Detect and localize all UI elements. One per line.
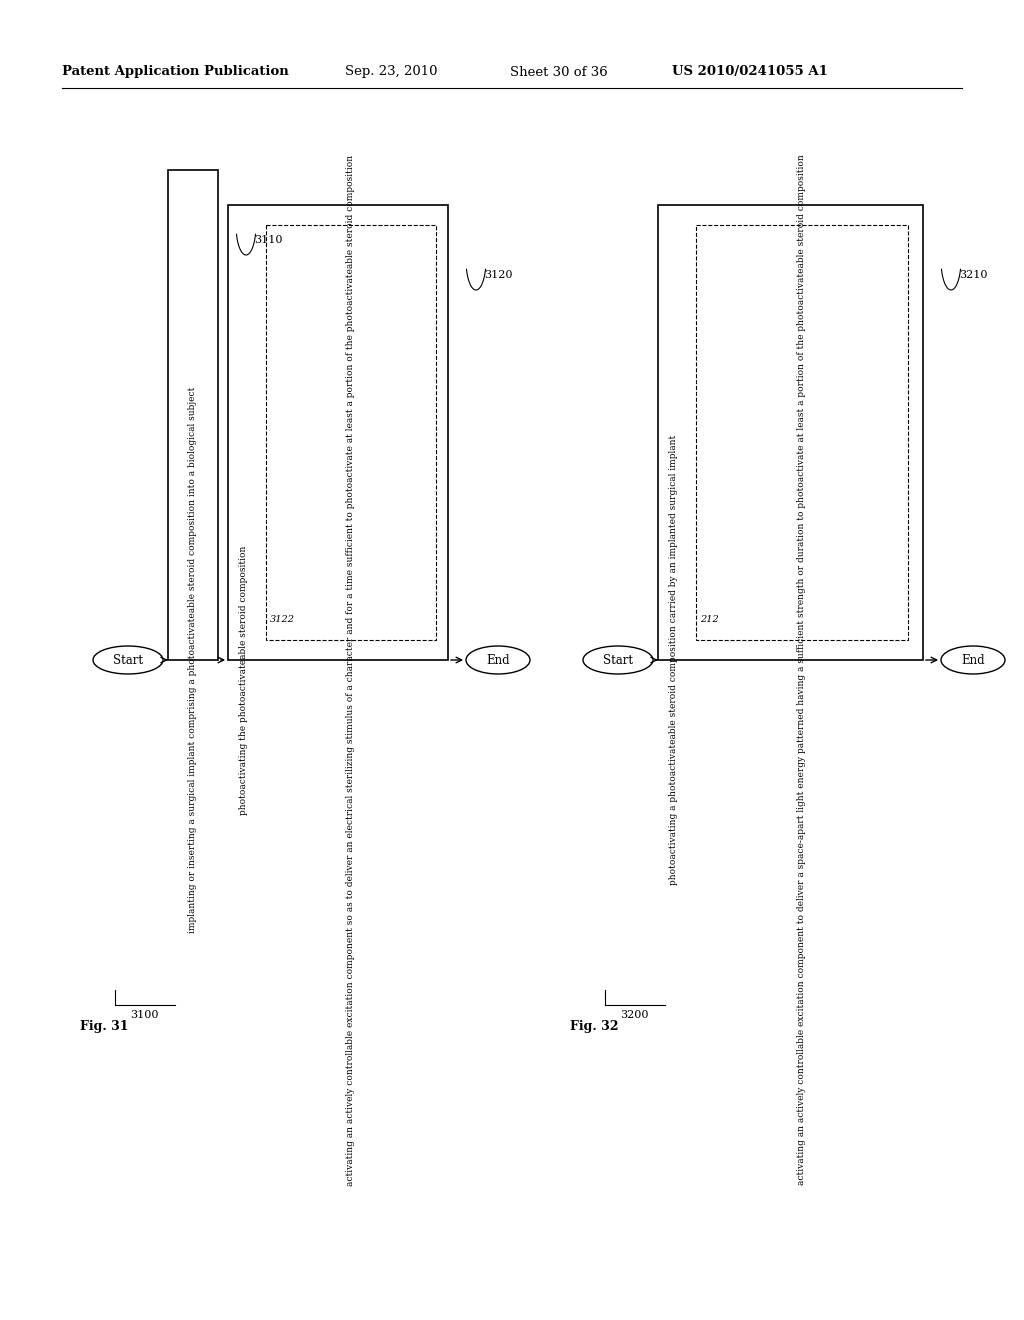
Text: 3110: 3110 — [254, 235, 283, 246]
Bar — [658, 205, 923, 660]
Bar — [696, 224, 908, 640]
Text: US 2010/0241055 A1: US 2010/0241055 A1 — [672, 66, 827, 78]
Text: End: End — [486, 653, 510, 667]
Ellipse shape — [93, 645, 163, 675]
Text: 3120: 3120 — [484, 271, 512, 280]
Text: photoactivating a photoactivateable steroid composition carried by an implanted : photoactivating a photoactivateable ster… — [670, 434, 679, 886]
Bar — [228, 205, 449, 660]
Text: photoactivating the photoactivateable steroid composition: photoactivating the photoactivateable st… — [240, 545, 249, 814]
Text: Sheet 30 of 36: Sheet 30 of 36 — [510, 66, 608, 78]
Text: 212: 212 — [700, 615, 719, 624]
Text: Fig. 31: Fig. 31 — [80, 1020, 128, 1034]
Bar — [168, 170, 218, 660]
Ellipse shape — [466, 645, 530, 675]
Text: Patent Application Publication: Patent Application Publication — [62, 66, 289, 78]
Text: implanting or inserting a surgical implant comprising a photoactivateable steroi: implanting or inserting a surgical impla… — [188, 387, 198, 933]
Text: Start: Start — [113, 653, 143, 667]
Text: End: End — [962, 653, 985, 667]
Text: activating an actively controllable excitation component to deliver a space-apar: activating an actively controllable exci… — [798, 154, 807, 1185]
Text: 3100: 3100 — [130, 1010, 159, 1020]
Text: Fig. 32: Fig. 32 — [570, 1020, 618, 1034]
Text: 3122: 3122 — [270, 615, 295, 624]
Text: Start: Start — [603, 653, 633, 667]
Text: activating an actively controllable excitation component so as to deliver an ele: activating an actively controllable exci… — [346, 154, 355, 1185]
Ellipse shape — [583, 645, 653, 675]
Text: 3210: 3210 — [959, 271, 987, 280]
Text: Sep. 23, 2010: Sep. 23, 2010 — [345, 66, 437, 78]
Ellipse shape — [941, 645, 1005, 675]
Bar — [266, 224, 436, 640]
Text: 3200: 3200 — [620, 1010, 648, 1020]
